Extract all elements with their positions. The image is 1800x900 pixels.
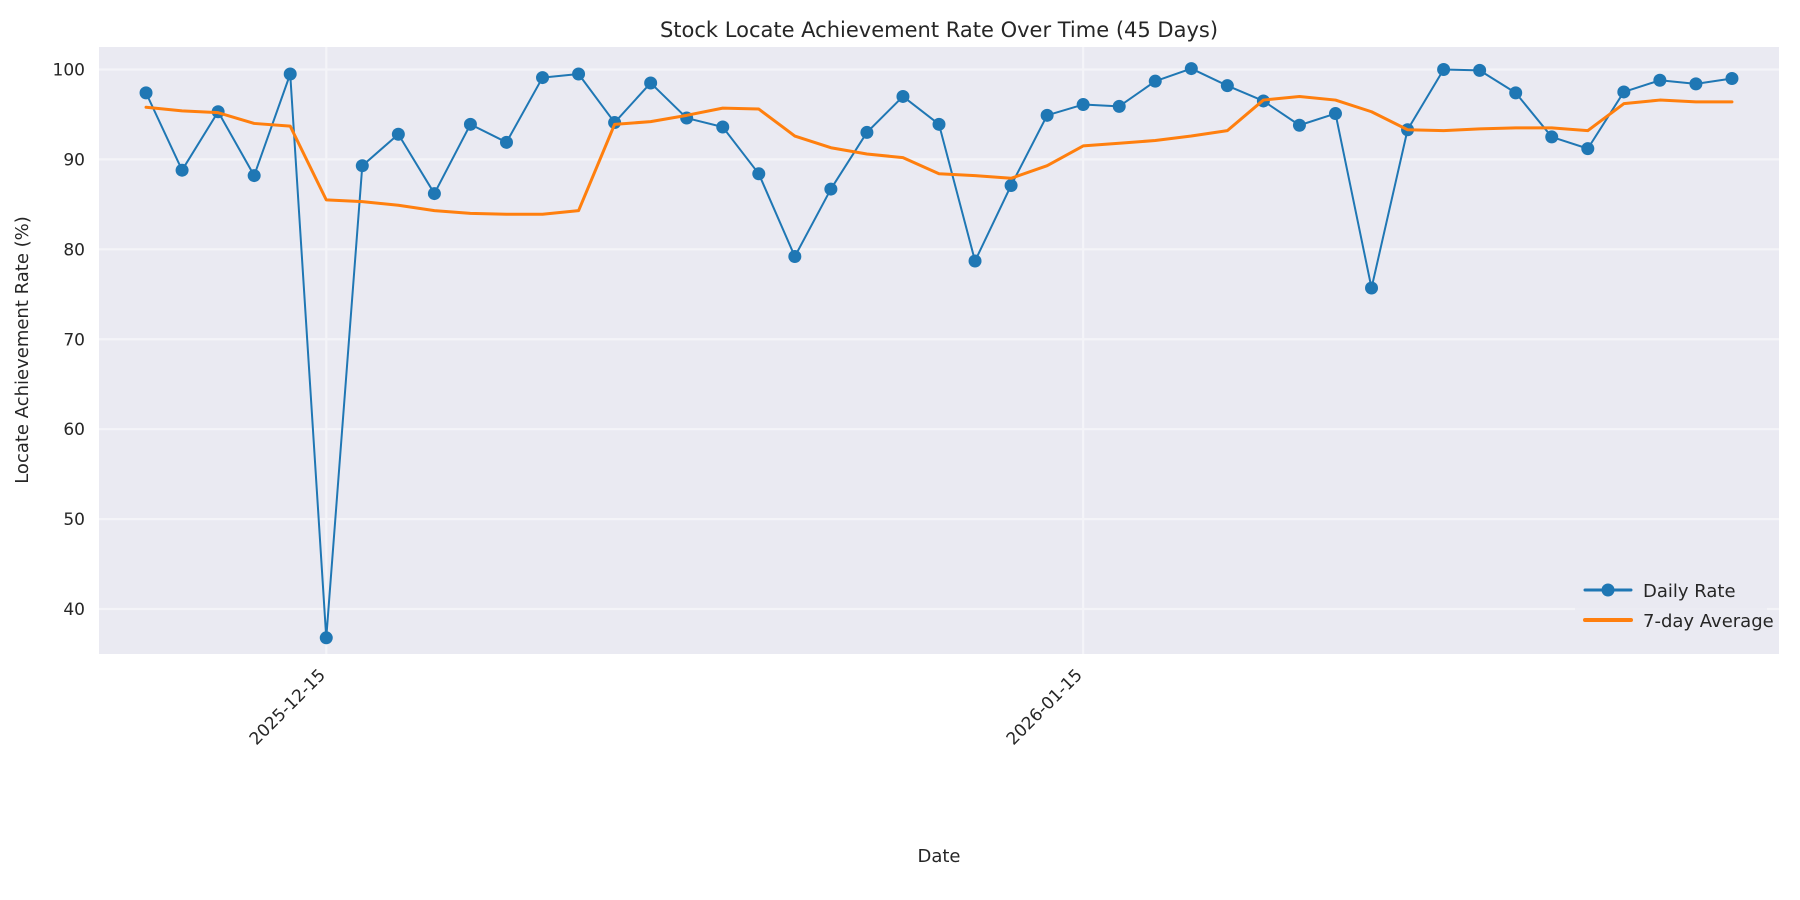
data-point — [1328, 107, 1342, 121]
data-point — [968, 254, 982, 268]
data-point — [499, 135, 513, 149]
y-tick-label: 60 — [63, 420, 85, 440]
data-point — [536, 71, 550, 85]
data-point — [1004, 178, 1018, 192]
y-tick-label: 80 — [63, 240, 85, 260]
chart-title: Stock Locate Achievement Rate Over Time … — [660, 18, 1218, 42]
y-tick-label: 100 — [53, 60, 85, 80]
legend-label: 7-day Average — [1643, 611, 1774, 632]
data-point — [391, 127, 405, 141]
data-point — [1437, 62, 1451, 76]
data-point — [716, 120, 730, 134]
data-point — [644, 76, 658, 90]
data-point — [860, 125, 874, 139]
data-point — [247, 169, 261, 183]
data-point — [1581, 142, 1595, 156]
legend-background — [1575, 568, 1767, 642]
y-tick-label: 70 — [63, 330, 85, 350]
data-point — [175, 163, 189, 177]
series-line — [144, 94, 1734, 216]
data-point — [932, 117, 946, 131]
data-point — [1365, 281, 1379, 295]
y-tick-label: 40 — [63, 600, 85, 620]
legend-swatch-marker — [1601, 583, 1615, 597]
y-axis-label: Locate Achievement Rate (%) — [12, 216, 33, 484]
series-7-day-average — [144, 94, 1734, 216]
legend-label: Daily Rate — [1643, 581, 1736, 602]
x-axis-label: Date — [917, 846, 960, 867]
data-point — [788, 250, 802, 264]
gridlines — [99, 47, 1779, 654]
chart-legend[interactable]: Daily Rate 7-day Average — [1575, 568, 1774, 642]
data-point — [1076, 98, 1090, 112]
data-point — [572, 67, 586, 81]
data-point — [608, 116, 622, 130]
data-point — [1220, 79, 1234, 93]
data-point — [139, 86, 153, 100]
legend-item-7-day-average[interactable]: 7-day Average — [1583, 611, 1774, 632]
data-point — [1148, 74, 1162, 88]
data-point — [1112, 99, 1126, 113]
data-point — [896, 89, 910, 103]
data-point — [1509, 86, 1523, 100]
data-point — [1184, 62, 1198, 76]
y-tick-label: 90 — [63, 150, 85, 170]
y-axis-tick-labels: 40 50 60 70 80 90 100 — [53, 60, 85, 620]
data-point — [1292, 118, 1306, 132]
data-point — [752, 167, 766, 181]
data-point — [355, 159, 369, 173]
data-series-layer — [139, 62, 1739, 645]
data-point — [319, 631, 333, 645]
data-point — [1689, 77, 1703, 91]
legend-item-daily-rate[interactable]: Daily Rate — [1583, 581, 1736, 602]
data-point — [1545, 130, 1559, 144]
data-point — [427, 187, 441, 201]
data-point — [283, 67, 297, 81]
y-tick-label: 50 — [63, 510, 85, 530]
data-point — [824, 182, 838, 196]
data-point — [463, 117, 477, 131]
data-point — [1617, 85, 1631, 99]
data-point — [1653, 73, 1667, 87]
data-point — [1725, 71, 1739, 85]
plot-area-background — [99, 47, 1779, 654]
data-point — [1040, 108, 1054, 122]
data-point — [1473, 63, 1487, 77]
